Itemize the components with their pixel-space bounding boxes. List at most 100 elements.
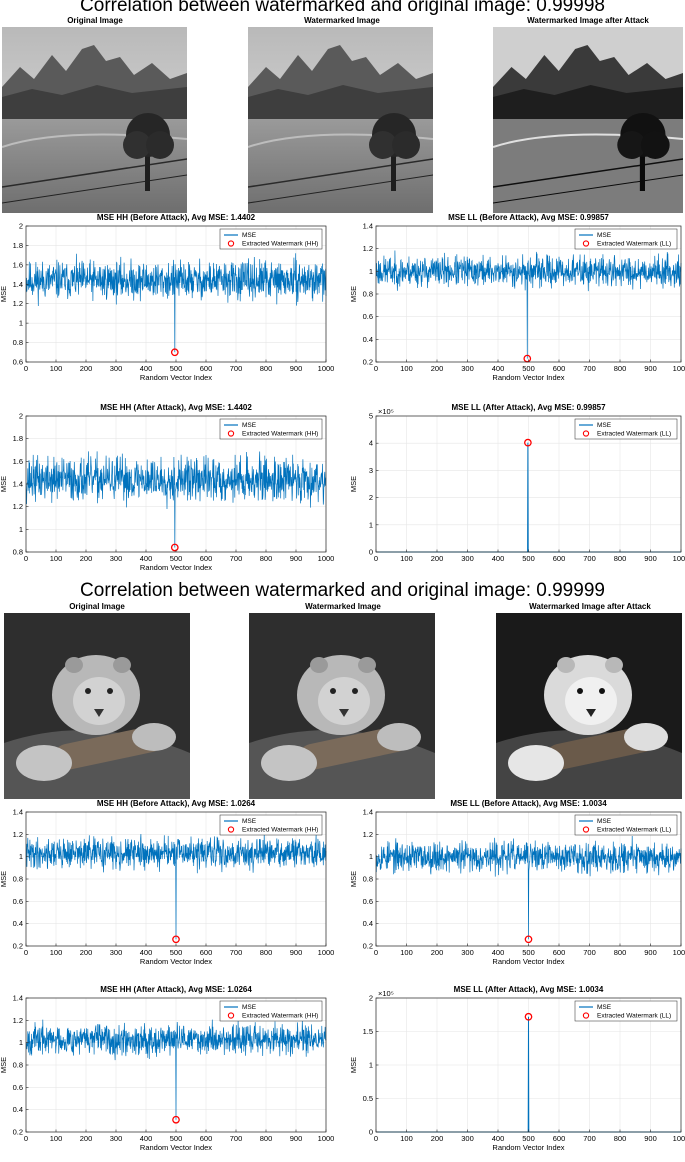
y-tick-label: 0.8 xyxy=(13,338,23,347)
legend-watermark-swatch xyxy=(227,826,235,833)
legend-watermark-label: Extracted Watermark (HH) xyxy=(242,241,318,248)
x-tick-label: 400 xyxy=(492,554,505,563)
x-tick-label: 100 xyxy=(400,364,413,373)
y-tick-label: 0.8 xyxy=(363,875,373,884)
x-tick-label: 400 xyxy=(492,364,505,373)
extracted-watermark-marker xyxy=(170,543,179,552)
y-tick-label: 0 xyxy=(369,1128,373,1137)
y-tick-label: 0.6 xyxy=(13,1083,23,1092)
figure-2-title: Correlation between watermarked and orig… xyxy=(80,580,605,601)
series-mse-line xyxy=(376,1016,681,1133)
x-tick-label: 0 xyxy=(374,554,378,563)
x-tick-label: 500 xyxy=(522,554,535,563)
legend-box xyxy=(219,814,323,836)
y-tick-label: 1.4 xyxy=(363,808,373,817)
y-tick-label: 0.6 xyxy=(13,358,23,367)
chart-mse-ll-before-attack-2: MSE LL (Before Attack), Avg MSE: 1.0034 0… xyxy=(349,799,685,966)
x-axis-label: Random Vector Index xyxy=(140,1143,212,1152)
x-tick-label: 800 xyxy=(614,1134,627,1143)
x-tick-label: 900 xyxy=(644,364,657,373)
legend-watermark-swatch xyxy=(227,430,235,437)
y-tick-label: 0.8 xyxy=(13,548,23,557)
y-tick-label: 1.8 xyxy=(13,241,23,250)
y-exponent-label: ×10⁵ xyxy=(378,989,394,998)
legend-watermark-swatch xyxy=(227,240,235,247)
image-title-original-1: Original Image xyxy=(67,16,123,25)
x-tick-label: 900 xyxy=(290,364,303,373)
x-tick-label: 800 xyxy=(260,364,273,373)
x-axis-label: Random Vector Index xyxy=(140,563,212,572)
y-exponent-label: ×10⁵ xyxy=(378,407,394,416)
lioness-watermarked-image xyxy=(249,613,435,799)
y-tick-label: 1.2 xyxy=(13,1016,23,1025)
x-tick-label: 500 xyxy=(170,1134,183,1143)
y-tick-label: 0.4 xyxy=(13,1105,23,1114)
y-tick-label: 1.2 xyxy=(13,830,23,839)
x-tick-label: 300 xyxy=(461,364,474,373)
x-tick-label: 200 xyxy=(80,1134,93,1143)
y-axis-label: MSE xyxy=(349,286,358,302)
chart-title: MSE HH (After Attack), Avg MSE: 1.4402 xyxy=(100,403,252,412)
x-tick-label: 900 xyxy=(644,948,657,957)
x-tick-label: 0 xyxy=(374,948,378,957)
y-tick-label: 1.6 xyxy=(13,457,23,466)
chart-mse-hh-before-attack-2: MSE HH (Before Attack), Avg MSE: 1.0264 0… xyxy=(0,799,334,966)
x-axis-label: Random Vector Index xyxy=(492,957,564,966)
legend-watermark-swatch xyxy=(227,1012,235,1019)
y-tick-label: 0.6 xyxy=(13,897,23,906)
y-tick-label: 0.4 xyxy=(363,919,373,928)
x-tick-label: 700 xyxy=(230,364,243,373)
image-title-original-2: Original Image xyxy=(69,602,125,611)
x-tick-label: 500 xyxy=(522,948,535,957)
chart-mse-ll-after-attack-2: MSE LL (After Attack), Avg MSE: 1.0034 0 1… xyxy=(349,985,685,1152)
y-tick-label: 1.4 xyxy=(13,994,23,1003)
image-title-attacked-1: Watermarked Image after Attack xyxy=(527,16,649,25)
series-mse-line xyxy=(25,253,327,353)
x-tick-label: 200 xyxy=(80,948,93,957)
x-tick-label: 1000 xyxy=(673,1134,685,1143)
extracted-watermark-marker xyxy=(524,438,532,447)
lioness-drawing xyxy=(496,613,682,799)
x-tick-label: 600 xyxy=(553,554,566,563)
x-tick-label: 500 xyxy=(522,364,535,373)
x-tick-label: 0 xyxy=(374,1134,378,1143)
x-axis-label: Random Vector Index xyxy=(492,373,564,382)
lioness-attacked-image xyxy=(496,613,682,799)
figure-1-title: Correlation between watermarked and orig… xyxy=(80,0,605,16)
x-tick-label: 100 xyxy=(50,1134,63,1143)
x-tick-label: 200 xyxy=(80,554,93,563)
chart-mse-hh-before-attack-1: MSE HH (Before Attack), Avg MSE: 1.4402 0… xyxy=(0,213,334,382)
x-tick-label: 800 xyxy=(260,554,273,563)
x-tick-label: 600 xyxy=(200,1134,213,1143)
y-tick-label: 0.5 xyxy=(363,1094,373,1103)
y-axis-label: MSE xyxy=(349,476,358,492)
y-tick-label: 0.4 xyxy=(13,919,23,928)
x-axis-label: Random Vector Index xyxy=(492,1143,564,1152)
y-tick-label: 3 xyxy=(369,466,373,475)
y-tick-label: 1.2 xyxy=(13,299,23,308)
series-mse-line xyxy=(375,836,682,940)
legend-box xyxy=(219,418,323,440)
legend-mse-label: MSE xyxy=(242,818,257,825)
image-title-watermarked-2: Watermarked Image xyxy=(305,602,381,611)
x-tick-label: 600 xyxy=(553,364,566,373)
legend: MSE Extracted Watermark (LL) xyxy=(574,418,678,440)
y-tick-label: 0.4 xyxy=(363,335,373,344)
landscape-watermarked-image xyxy=(248,27,433,213)
x-tick-label: 200 xyxy=(431,948,444,957)
x-tick-label: 200 xyxy=(431,554,444,563)
x-tick-label: 700 xyxy=(230,1134,243,1143)
extracted-watermark-marker xyxy=(170,348,179,357)
x-tick-label: 500 xyxy=(522,1134,535,1143)
chart-title: MSE HH (Before Attack), Avg MSE: 1.0264 xyxy=(97,799,256,808)
x-tick-label: 100 xyxy=(50,364,63,373)
x-tick-label: 600 xyxy=(200,554,213,563)
x-tick-label: 0 xyxy=(24,948,28,957)
legend: MSE Extracted Watermark (HH) xyxy=(219,418,323,440)
y-tick-label: 1.4 xyxy=(13,808,23,817)
x-tick-label: 900 xyxy=(644,1134,657,1143)
legend: MSE Extracted Watermark (HH) xyxy=(219,228,323,250)
x-tick-label: 600 xyxy=(200,364,213,373)
lioness-drawing xyxy=(249,613,435,799)
legend: MSE Extracted Watermark (LL) xyxy=(574,228,678,250)
